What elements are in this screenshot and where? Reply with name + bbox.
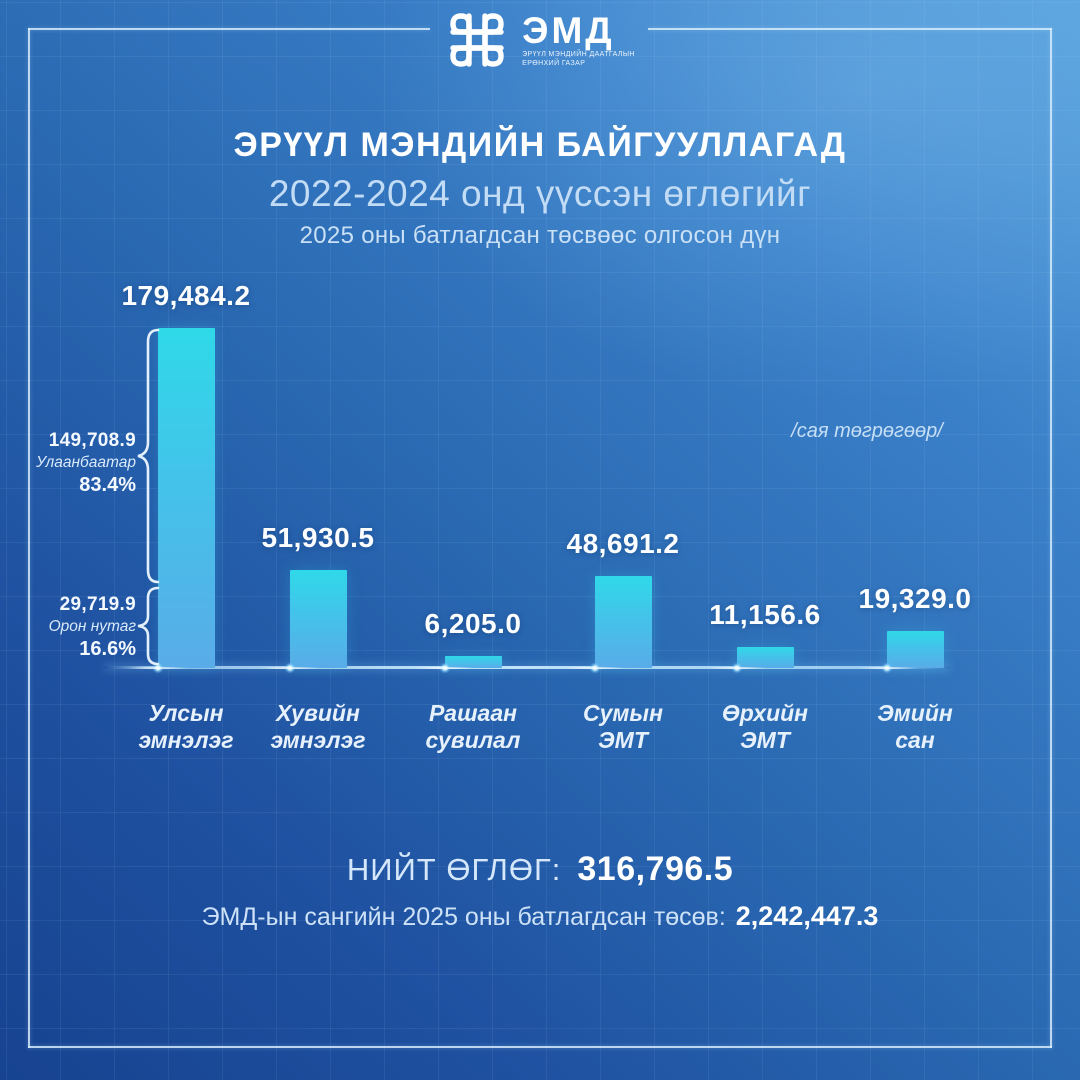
budget-value: 2,242,447.3 (735, 901, 879, 931)
breakdown-region: Улаанбаатар (36, 454, 136, 471)
category-label: Рашаан сувилал (425, 700, 521, 753)
bar (594, 576, 652, 668)
frame-border (1050, 28, 1052, 1048)
logo-org-line2: ЕРӨНХИЙ ГАЗАР (522, 60, 586, 67)
bar-value-label: 6,205.0 (424, 608, 522, 639)
budget-row: ЭМД-ын сангийн 2025 оны батлагдсан төсөв… (0, 901, 1080, 932)
category-label: Хувийн эмнэлэг (270, 700, 366, 753)
breakdown-region: Орон нутаг (48, 618, 136, 635)
logo-org-line1: ЭРҮҮЛ МЭНДИЙН ДААТГАЛЫН (522, 50, 635, 58)
title-line3: 2025 оны батлагдсан төсвөөс олгосон дүн (299, 222, 781, 249)
total-row: НИЙТ ӨГЛӨГ: 316,796.5 (0, 850, 1080, 889)
breakdown-value: 149,708.9 (48, 430, 136, 451)
breakdown-oron-nutag: 29,719.9 Орон нутаг 16.6% (0, 594, 136, 661)
brace-upper (137, 328, 160, 584)
brace-lower (137, 586, 160, 666)
budget-label: ЭМД-ын сангийн 2025 оны батлагдсан төсөв… (201, 903, 726, 931)
bar (157, 328, 215, 668)
bar (289, 570, 347, 668)
category-label: Өрхийн ЭМТ (721, 700, 809, 753)
frame-border (28, 28, 30, 1048)
category-label: Эмийн сан (877, 700, 953, 753)
bar-value-label: 179,484.2 (121, 280, 251, 311)
category-label: Сумын ЭМТ (583, 700, 663, 753)
frame-border (28, 28, 430, 30)
chart-baseline (104, 666, 950, 669)
emd-logo: ЭМД ЭРҮҮЛ МЭНДИЙН ДААТГАЛЫН ЕРӨНХИЙ ГАЗА… (0, 8, 1080, 72)
title-line1: ЭРҮҮЛ МЭНДИЙН БАЙГУУЛЛАГАД (233, 126, 847, 164)
bar-value-label: 48,691.2 (566, 528, 680, 559)
breakdown-braces (137, 328, 160, 666)
total-label: НИЙТ ӨГЛӨГ: (346, 852, 562, 887)
unit-note: /сая төгрөгөөр/ (791, 420, 943, 442)
bar (444, 656, 502, 668)
breakdown-percent: 16.6% (79, 638, 136, 660)
bar-value-label: 11,156.6 (709, 599, 821, 630)
logo-name: ЭМД (522, 9, 615, 51)
total-value: 316,796.5 (577, 850, 734, 888)
bar (886, 631, 944, 668)
emd-knot-logo-icon (450, 13, 504, 67)
logo-text-block: ЭМД ЭРҮҮЛ МЭНДИЙН ДААТГАЛЫН ЕРӨНХИЙ ГАЗА… (522, 9, 635, 69)
breakdown-ulaanbaatar: 149,708.9 Улаанбаатар 83.4% (0, 430, 136, 497)
breakdown-percent: 83.4% (79, 474, 136, 496)
frame-border (28, 1046, 1052, 1048)
title-line2: 2022-2024 онд үүссэн өглөгийг (268, 173, 812, 214)
summary-block: НИЙТ ӨГЛӨГ: 316,796.5 ЭМД-ын сангийн 202… (0, 850, 1080, 932)
breakdown-value: 29,719.9 (59, 594, 136, 615)
frame-border (648, 28, 1052, 30)
bar-value-label: 51,930.5 (261, 522, 375, 553)
bar (736, 647, 794, 668)
page-title: ЭРҮҮЛ МЭНДИЙН БАЙГУУЛЛАГАД 2022-2024 онд… (0, 126, 1080, 250)
bar-value-label: 19,329.0 (858, 583, 972, 614)
category-label: Улсын эмнэлэг (138, 700, 234, 753)
